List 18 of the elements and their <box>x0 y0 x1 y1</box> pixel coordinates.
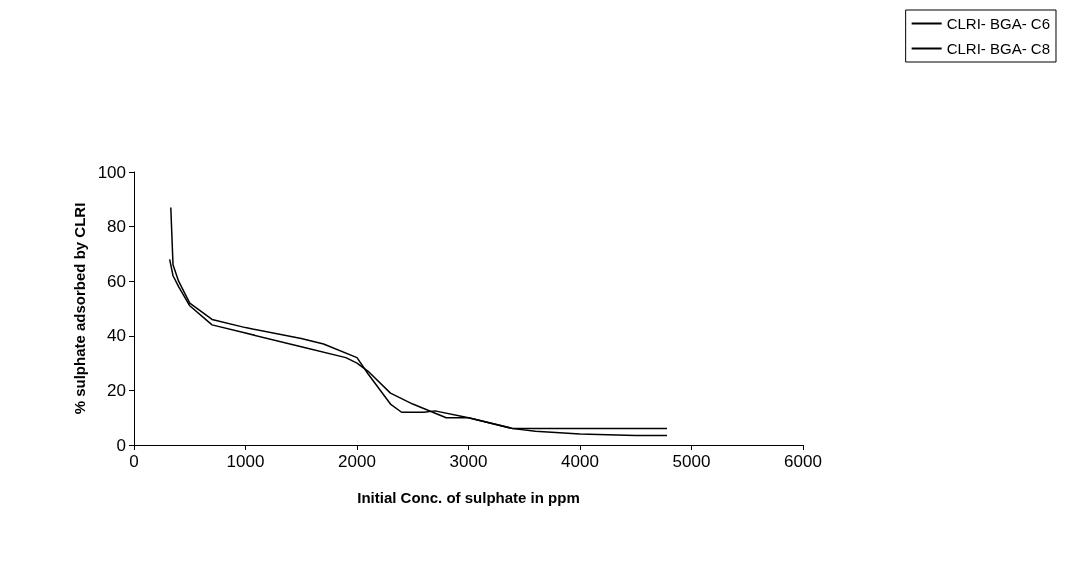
x-tick-label: 2000 <box>338 452 376 471</box>
x-tick-label: 6000 <box>784 452 822 471</box>
legend-label: CLRI- BGA- C8 <box>946 40 1051 57</box>
legend-label: CLRI- BGA- C6 <box>946 15 1051 32</box>
y-tick-label: 100 <box>97 162 126 182</box>
x-tick-label: 4000 <box>561 452 599 471</box>
y-tick-label: 20 <box>107 380 126 400</box>
x-axis-title: Initial Conc. of sulphate in ppm <box>357 489 580 506</box>
x-tick-label: 5000 <box>672 452 711 471</box>
y-tick-label: 40 <box>107 326 126 346</box>
y-tick-label: 0 <box>116 435 126 455</box>
y-tick-label: 60 <box>107 271 126 291</box>
y-axis-title: % sulphate adsorbed by CLRI <box>70 202 88 415</box>
line-series <box>170 206 668 437</box>
x-tick-label: 3000 <box>449 452 488 471</box>
y-tick-label: 80 <box>107 217 126 237</box>
x-tick-label: 1000 <box>226 452 265 471</box>
x-tick-label: 0 <box>129 452 139 471</box>
